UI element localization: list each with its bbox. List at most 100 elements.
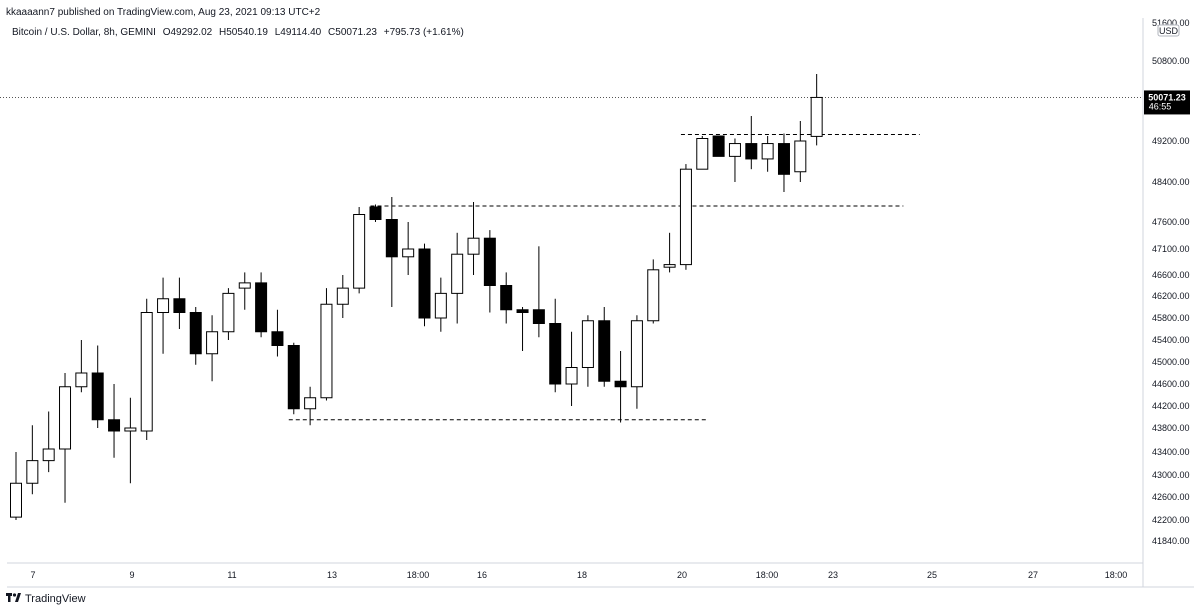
candle-35 xyxy=(581,315,594,387)
time-label: 25 xyxy=(927,570,937,580)
candle-21 xyxy=(353,207,366,294)
candle-body xyxy=(320,303,333,399)
time-label: 20 xyxy=(677,570,687,580)
footer-brand[interactable]: TradingView xyxy=(6,593,86,605)
ohlc-close: C50071.23 xyxy=(328,27,377,38)
last-price-badge: 50071.23 46:55 xyxy=(1144,90,1190,115)
candle-body xyxy=(696,138,709,170)
candle-1 xyxy=(26,425,39,495)
price-label: 51600.00 xyxy=(1152,18,1190,28)
candle-body xyxy=(565,367,578,385)
candle-27 xyxy=(451,232,464,324)
candle-body xyxy=(810,96,823,137)
candle-12 xyxy=(206,315,219,382)
time-axis[interactable]: 7 9 11 13 18:00 16 18 20 18:00 23 25 27 18:00 xyxy=(30,570,1127,580)
currency-badge[interactable]: USD xyxy=(1157,24,1180,37)
candle-48 xyxy=(794,121,807,182)
price-label: 44600.00 xyxy=(1152,379,1190,389)
ohlc-open: O49292.02 xyxy=(163,27,213,38)
candle-2 xyxy=(42,411,55,473)
published-line: kkaaaann7 published on TradingView.com, … xyxy=(6,7,321,18)
brand-name: TradingView xyxy=(25,593,86,605)
candle-17 xyxy=(287,342,300,415)
price-label: 48400.00 xyxy=(1152,177,1190,187)
candle-45 xyxy=(745,116,758,170)
last-price-value: 50071.23 xyxy=(1148,92,1186,102)
time-label: 18:00 xyxy=(756,570,779,580)
candle-body xyxy=(304,397,317,410)
price-label: 41840.00 xyxy=(1152,536,1190,546)
time-label: 13 xyxy=(327,570,337,580)
candle-15 xyxy=(255,272,268,338)
candle-body xyxy=(255,282,268,333)
candle-33 xyxy=(549,298,562,393)
candle-body xyxy=(238,282,251,289)
price-label: 45800.00 xyxy=(1152,313,1190,323)
candle-body xyxy=(483,237,496,286)
candle-28 xyxy=(467,202,480,275)
candle-body xyxy=(189,312,202,355)
candle-16 xyxy=(271,309,284,357)
price-label: 42600.00 xyxy=(1152,492,1190,502)
candle-body xyxy=(91,372,104,421)
time-label: 11 xyxy=(227,570,236,580)
candle-body xyxy=(516,309,529,313)
candle-body xyxy=(728,143,741,157)
candle-body xyxy=(418,248,431,319)
candle-20 xyxy=(336,275,349,318)
candle-body xyxy=(598,320,611,382)
candle-body xyxy=(75,372,88,388)
candle-body xyxy=(206,331,219,355)
candle-43 xyxy=(712,135,725,157)
symbol-line: Bitcoin / U.S. Dollar, 8h, GEMINI xyxy=(12,27,156,38)
candle-32 xyxy=(532,246,545,338)
candle-29 xyxy=(483,230,496,313)
candle-3 xyxy=(59,373,72,503)
price-label: 50800.00 xyxy=(1152,56,1190,66)
price-label: 45000.00 xyxy=(1152,357,1190,367)
candle-body xyxy=(630,320,643,388)
time-label: 9 xyxy=(129,570,134,580)
price-label: 46200.00 xyxy=(1152,291,1190,301)
candle-body xyxy=(173,298,186,313)
candle-body xyxy=(26,460,39,484)
candle-10 xyxy=(173,277,186,329)
candle-40 xyxy=(663,232,676,273)
candle-18 xyxy=(304,386,317,426)
candle-body xyxy=(679,168,692,266)
candle-body xyxy=(287,345,300,410)
candle-body xyxy=(549,323,562,385)
candle-body xyxy=(745,143,758,160)
candle-24 xyxy=(402,222,415,275)
ohlc-low: L49114.40 xyxy=(275,27,322,38)
candle-body xyxy=(385,219,398,258)
candle-13 xyxy=(222,288,235,340)
price-label: 44200.00 xyxy=(1152,401,1190,411)
candle-11 xyxy=(189,307,202,365)
last-price-countdown: 46:55 xyxy=(1149,101,1172,111)
candle-6 xyxy=(108,384,121,458)
price-label: 42200.00 xyxy=(1152,515,1190,525)
candle-body xyxy=(108,419,121,432)
time-label: 23 xyxy=(828,570,838,580)
currency-label: USD xyxy=(1159,26,1179,36)
time-label: 18:00 xyxy=(1105,570,1128,580)
candle-30 xyxy=(500,272,513,324)
candle-body xyxy=(222,292,235,333)
candle-5 xyxy=(91,345,104,428)
candle-9 xyxy=(157,277,170,354)
candle-37 xyxy=(614,351,627,423)
candle-34 xyxy=(565,331,578,406)
candle-body xyxy=(124,427,137,432)
price-axis[interactable]: 51600.0050800.0050000.0049200.0048400.00… xyxy=(1152,18,1190,546)
candle-41 xyxy=(679,164,692,270)
time-label: 18:00 xyxy=(407,570,430,580)
candle-body xyxy=(157,298,170,313)
candle-42 xyxy=(696,136,709,170)
price-label: 45400.00 xyxy=(1152,335,1190,345)
candle-body xyxy=(369,206,382,220)
candle-39 xyxy=(647,259,660,324)
price-label: 46600.00 xyxy=(1152,270,1190,280)
candle-body xyxy=(761,143,774,160)
